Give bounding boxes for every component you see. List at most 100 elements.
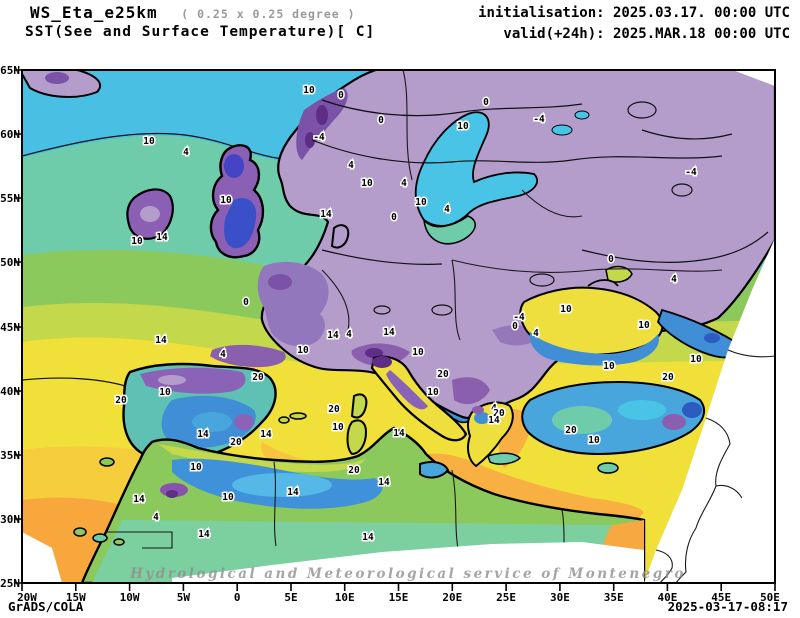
watermark: Hydrological and Meteorological service … (129, 566, 686, 582)
svg-text:10E: 10E (335, 591, 355, 604)
svg-text:4: 4 (491, 403, 497, 414)
terrain-ireland-center (140, 206, 160, 222)
svg-text:14: 14 (488, 415, 500, 426)
island-sicily (419, 461, 450, 479)
svg-text:20: 20 (252, 372, 264, 383)
svg-text:14: 14 (287, 487, 299, 498)
terrain-meseta-core (192, 412, 232, 432)
svg-text:14: 14 (198, 529, 210, 540)
terrain-scotland-cold (224, 154, 244, 178)
svg-text:0: 0 (378, 115, 384, 126)
svg-text:25E: 25E (496, 591, 516, 604)
svg-text:65N: 65N (0, 64, 20, 77)
island-ibiza (278, 416, 290, 424)
svg-text:10: 10 (638, 320, 650, 331)
lake-onega (574, 110, 590, 120)
terrain-sierra-nevada (234, 414, 254, 430)
svg-text:10: 10 (690, 354, 702, 365)
valid-time: valid(+24h): 2025.MAR.18 00:00 UTC (503, 26, 790, 42)
terrain-pindus (474, 412, 490, 424)
svg-text:-4: -4 (685, 167, 697, 178)
svg-text:10: 10 (143, 136, 155, 147)
svg-text:10: 10 (457, 121, 469, 132)
header-right: initialisation: 2025.03.17. 00:00 UTC va… (478, 3, 790, 45)
svg-text:20: 20 (437, 369, 449, 380)
terrain-maghreb-coast (158, 444, 366, 472)
grid-resolution: ( 0.25 x 0.25 degree ) (181, 7, 356, 21)
svg-text:10W: 10W (120, 591, 140, 604)
svg-text:0: 0 (243, 297, 249, 308)
svg-text:60N: 60N (0, 128, 20, 141)
lat-axis-labels: 65N 60N 55N 50N 45N 40N 35N 30N 25N (0, 64, 20, 590)
svg-text:10: 10 (222, 492, 234, 503)
islands-canary (73, 527, 125, 546)
svg-text:10: 10 (588, 435, 600, 446)
terrain-iberia-lavender (158, 375, 186, 385)
svg-text:10: 10 (361, 178, 373, 189)
svg-text:25N: 25N (0, 577, 20, 590)
map-plot-area: 10 4 10 14 10 10 0 0 10 0 -4 -4 4 10 4 10 4 0 14 -… (22, 70, 775, 583)
terrain-caucasus-core (704, 333, 720, 343)
svg-text:0: 0 (338, 90, 344, 101)
terrain-apennines (386, 370, 428, 410)
svg-text:14: 14 (155, 335, 167, 346)
svg-text:40E: 40E (657, 591, 677, 604)
svg-text:-4: -4 (533, 114, 545, 125)
terrain-alps-cold-core (365, 348, 383, 358)
coast-crimea (587, 279, 619, 287)
svg-text:20E: 20E (442, 591, 462, 604)
terrain-pyrenees (210, 344, 286, 368)
svg-text:10: 10 (560, 304, 572, 315)
svg-text:14: 14 (320, 209, 332, 220)
header-left: WS_Eta_e25km ( 0.25 x 0.25 degree ) (30, 3, 356, 22)
svg-text:4: 4 (183, 147, 189, 158)
contour-labels: 10 4 10 14 10 10 0 0 10 0 -4 -4 4 10 4 10 4 0 14 -… (114, 84, 704, 545)
terrain-balkans (452, 377, 490, 405)
svg-text:10: 10 (159, 387, 171, 398)
terrain-scandes-cold-spot2 (305, 132, 315, 148)
svg-text:4: 4 (533, 328, 539, 339)
svg-text:4: 4 (153, 512, 159, 523)
lon-axis-labels: 20W 15W 10W 5W 0 5E 10E 15E 20E 25E 30E 35E 40… (17, 591, 780, 604)
sea-baltic-south (422, 215, 476, 245)
model-name: WS_Eta_e25km (30, 3, 158, 22)
svg-text:55N: 55N (0, 192, 20, 205)
svg-text:10: 10 (303, 85, 315, 96)
terrain-anatolia-teal (552, 406, 612, 434)
svg-text:14: 14 (260, 429, 272, 440)
svg-text:14: 14 (156, 232, 168, 243)
terrain-atlas-core (232, 473, 332, 497)
svg-text:10: 10 (190, 462, 202, 473)
svg-text:14: 14 (383, 327, 395, 338)
sea-east-med (402, 453, 644, 526)
svg-text:50N: 50N (0, 256, 20, 269)
svg-text:35E: 35E (604, 591, 624, 604)
svg-text:5E: 5E (284, 591, 297, 604)
terrain-alps-south (372, 356, 392, 368)
svg-text:-4: -4 (513, 312, 525, 323)
svg-text:-4: -4 (313, 132, 325, 143)
svg-text:20: 20 (115, 395, 127, 406)
grads-credit: GrADS/COLA (8, 599, 84, 614)
svg-text:10: 10 (131, 236, 143, 247)
svg-text:20: 20 (230, 437, 242, 448)
sea-baltic (414, 111, 539, 227)
island-corsica (350, 393, 368, 419)
svg-text:20: 20 (565, 425, 577, 436)
svg-text:4: 4 (346, 329, 352, 340)
generation-timestamp: 2025-03-17-08:17 (667, 599, 788, 614)
svg-text:5W: 5W (177, 591, 191, 604)
svg-text:10: 10 (332, 422, 344, 433)
svg-text:10: 10 (297, 345, 309, 356)
terrain-high-atlas-core (166, 490, 178, 498)
island-sardinia (346, 419, 368, 456)
svg-text:4: 4 (444, 204, 450, 215)
terrain-greece-cold (472, 406, 484, 414)
lat-ticks (14, 69, 22, 584)
lon-ticks (21, 583, 776, 591)
svg-text:40N: 40N (0, 385, 20, 398)
lake-ladoga (551, 124, 573, 136)
svg-text:10: 10 (220, 195, 232, 206)
